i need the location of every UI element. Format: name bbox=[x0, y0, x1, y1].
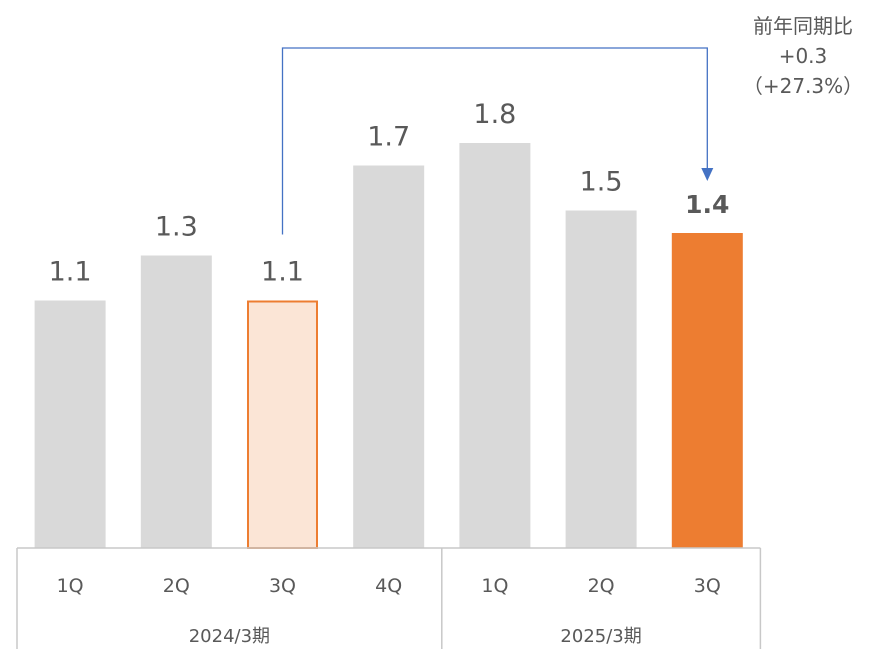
bar-5 bbox=[459, 143, 531, 548]
tick-label-1: 1Q bbox=[57, 575, 84, 597]
bar-4 bbox=[353, 165, 425, 548]
yoy-annotation-line-2: +0.3 bbox=[779, 44, 828, 68]
group-label-1: 2024/3期 bbox=[189, 626, 270, 647]
tick-label-6: 2Q bbox=[588, 575, 615, 597]
tick-label-3: 3Q bbox=[269, 575, 296, 597]
tick-label-4: 4Q bbox=[375, 575, 402, 597]
bar-3 bbox=[247, 300, 318, 549]
category-axis-table: 1Q 2Q 3Q 4Q 1Q 2Q 3Q 2024/3期 2025/3期 bbox=[16, 547, 762, 649]
yoy-annotation: 前年同期比 +0.3 （+27.3%） bbox=[281, 14, 863, 235]
group-label-2: 2025/3期 bbox=[560, 626, 641, 647]
tick-label-5: 1Q bbox=[481, 575, 508, 597]
arrow-down-icon bbox=[701, 168, 714, 181]
yoy-annotation-line-1: 前年同期比 bbox=[753, 14, 853, 38]
bar-2 bbox=[140, 255, 212, 548]
bars-layer bbox=[34, 143, 743, 549]
value-label-7: 1.4 bbox=[685, 190, 729, 219]
tick-label-2: 2Q bbox=[163, 575, 190, 597]
bar-6 bbox=[565, 210, 637, 548]
value-label-2: 1.3 bbox=[155, 212, 198, 243]
value-label-4: 1.7 bbox=[367, 122, 410, 153]
value-labels-layer: 1.1 1.3 1.1 1.7 1.8 1.5 1.4 bbox=[49, 99, 730, 288]
value-label-1: 1.1 bbox=[49, 257, 92, 288]
value-label-5: 1.8 bbox=[473, 99, 516, 130]
bar-1 bbox=[34, 300, 106, 548]
tick-label-7: 3Q bbox=[694, 575, 721, 597]
yoy-connector-line bbox=[281, 47, 708, 235]
value-label-3: 1.1 bbox=[261, 257, 304, 288]
value-label-6: 1.5 bbox=[580, 167, 623, 198]
bar-7 bbox=[671, 233, 743, 548]
yoy-annotation-line-3: （+27.3%） bbox=[743, 74, 863, 98]
